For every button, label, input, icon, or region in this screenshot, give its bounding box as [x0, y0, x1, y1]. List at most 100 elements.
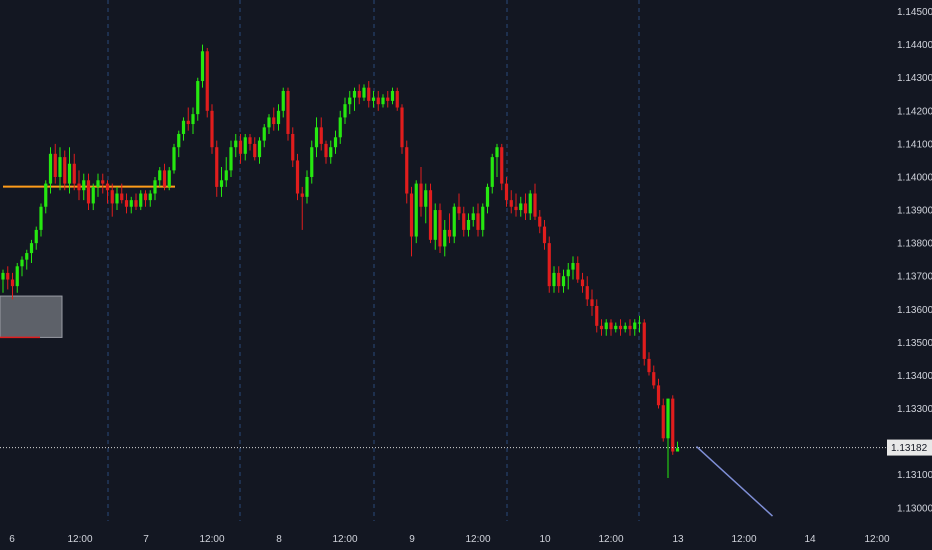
candle: [590, 289, 594, 316]
candle: [300, 186, 304, 230]
candle-body: [462, 213, 466, 230]
candle: [661, 398, 665, 442]
y-tick-label: 1.14400: [897, 40, 932, 51]
candle-body: [576, 262, 580, 280]
candle-body: [661, 405, 665, 439]
candle: [314, 117, 319, 158]
candle: [519, 196, 523, 217]
candle-body: [671, 398, 675, 452]
candle-body: [343, 104, 347, 118]
candle-body: [528, 193, 532, 214]
candle-body: [177, 133, 181, 148]
candle-body: [381, 97, 385, 105]
candle-body: [495, 147, 499, 158]
candle-body: [29, 243, 34, 254]
candle: [405, 140, 409, 204]
candle: [542, 219, 547, 250]
y-tick-label: 1.13000: [897, 503, 932, 514]
candle: [637, 315, 642, 333]
candle: [167, 167, 171, 191]
candle-body: [291, 133, 295, 161]
candle-body: [300, 193, 304, 197]
candle: [86, 173, 91, 211]
candle-body: [595, 305, 599, 326]
current-price-tag: [887, 439, 932, 456]
candle-body: [400, 107, 404, 148]
candle-body: [348, 97, 352, 105]
candle-body: [547, 243, 551, 287]
candle-body: [367, 87, 371, 101]
candle: [286, 87, 290, 141]
candle: [333, 130, 338, 154]
candle: [6, 266, 10, 290]
candle: [295, 153, 300, 201]
candle-body: [471, 213, 475, 220]
candle: [414, 180, 418, 244]
candle-body: [101, 180, 105, 184]
candle-body: [143, 193, 148, 201]
candle-body: [63, 157, 67, 184]
candle: [39, 203, 43, 237]
y-tick-label: 1.14500: [897, 7, 932, 18]
candle: [10, 272, 15, 300]
candle: [29, 239, 34, 263]
candle-body: [585, 286, 589, 300]
candle-body: [186, 120, 190, 125]
candle: [48, 147, 53, 194]
candle: [462, 206, 466, 237]
candle-body: [409, 193, 414, 237]
y-tick-label: 1.14000: [897, 172, 932, 183]
candle-body: [352, 90, 357, 98]
candle-body: [438, 210, 442, 247]
candle-body: [314, 127, 319, 148]
y-tick-label: 1.13900: [897, 206, 932, 217]
candle: [633, 319, 637, 336]
candle: [34, 226, 38, 250]
candle-body: [224, 170, 228, 181]
candle-body: [162, 170, 167, 187]
candle-body: [272, 117, 276, 125]
candle: [443, 219, 447, 257]
candle-body: [500, 147, 504, 184]
candle-body: [276, 110, 281, 125]
candle: [148, 190, 152, 207]
candle: [262, 124, 266, 148]
candle: [623, 322, 627, 333]
candle-body: [91, 186, 95, 204]
candle: [58, 147, 62, 191]
candle: [514, 193, 518, 217]
candle: [409, 186, 414, 257]
candle: [528, 190, 532, 220]
y-tick-label: 1.14200: [897, 106, 932, 117]
candle: [276, 104, 281, 131]
candle: [72, 153, 76, 191]
y-tick-label: 1.13700: [897, 272, 932, 283]
candle: [205, 47, 209, 118]
candle: [177, 130, 181, 158]
candle: [576, 256, 580, 283]
candle-body: [267, 117, 271, 128]
candle-body: [533, 193, 537, 217]
candle: [343, 97, 347, 125]
candle-body: [139, 193, 143, 207]
candle-body: [77, 183, 81, 191]
candle: [476, 203, 480, 237]
candle: [82, 173, 86, 201]
candle-body: [67, 163, 72, 184]
candle: [571, 256, 575, 280]
candle: [428, 183, 433, 244]
candle: [457, 193, 461, 220]
candle: [433, 203, 437, 250]
x-tick-label: 14: [804, 534, 816, 545]
candle-body: [44, 183, 48, 207]
candle-body: [238, 140, 243, 154]
candle-body: [134, 200, 138, 207]
candle-body: [386, 97, 390, 101]
candle: [224, 157, 228, 187]
candle-body: [215, 147, 219, 187]
candle: [153, 176, 157, 201]
candle-body: [504, 183, 509, 201]
candle: [547, 236, 551, 293]
